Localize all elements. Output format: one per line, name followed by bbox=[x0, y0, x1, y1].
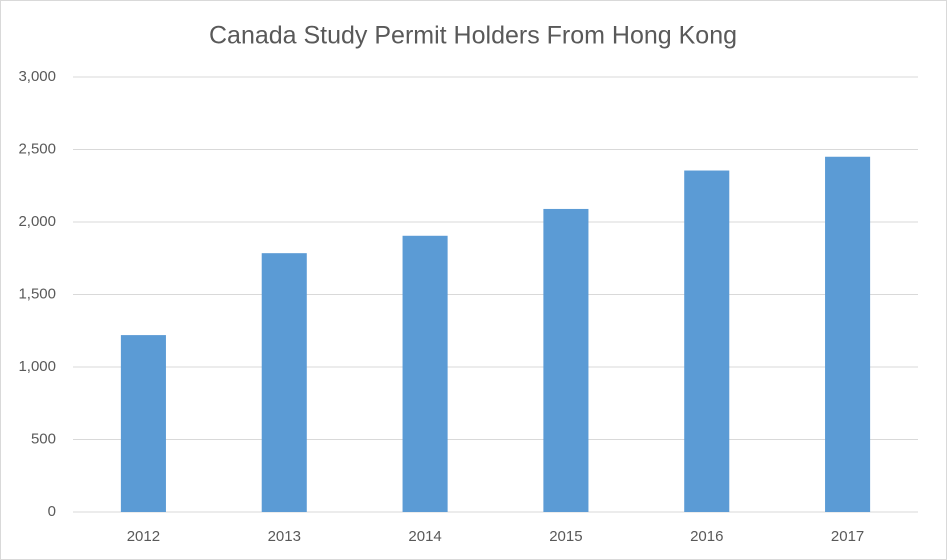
bar bbox=[543, 208, 589, 512]
bar bbox=[402, 235, 448, 512]
x-tick-label: 2016 bbox=[690, 528, 723, 545]
y-tick-label: 3,000 bbox=[18, 68, 56, 85]
y-tick-label: 2,500 bbox=[18, 140, 56, 157]
x-tick-label: 2014 bbox=[408, 528, 441, 545]
bar bbox=[684, 170, 730, 512]
y-tick-label: 1,500 bbox=[18, 285, 56, 302]
x-tick-label: 2013 bbox=[268, 528, 301, 545]
y-tick-label: 0 bbox=[48, 503, 56, 520]
chart-title: Canada Study Permit Holders From Hong Ko… bbox=[209, 22, 737, 50]
bar bbox=[120, 335, 166, 512]
bar bbox=[261, 253, 307, 513]
y-tick-label: 2,000 bbox=[18, 213, 56, 230]
x-tick-label: 2012 bbox=[127, 528, 160, 545]
y-tick-label: 500 bbox=[31, 430, 56, 447]
y-tick-label: 1,000 bbox=[18, 358, 56, 375]
bar bbox=[825, 156, 871, 512]
x-tick-label: 2015 bbox=[549, 528, 582, 545]
x-tick-label: 2017 bbox=[831, 528, 864, 545]
